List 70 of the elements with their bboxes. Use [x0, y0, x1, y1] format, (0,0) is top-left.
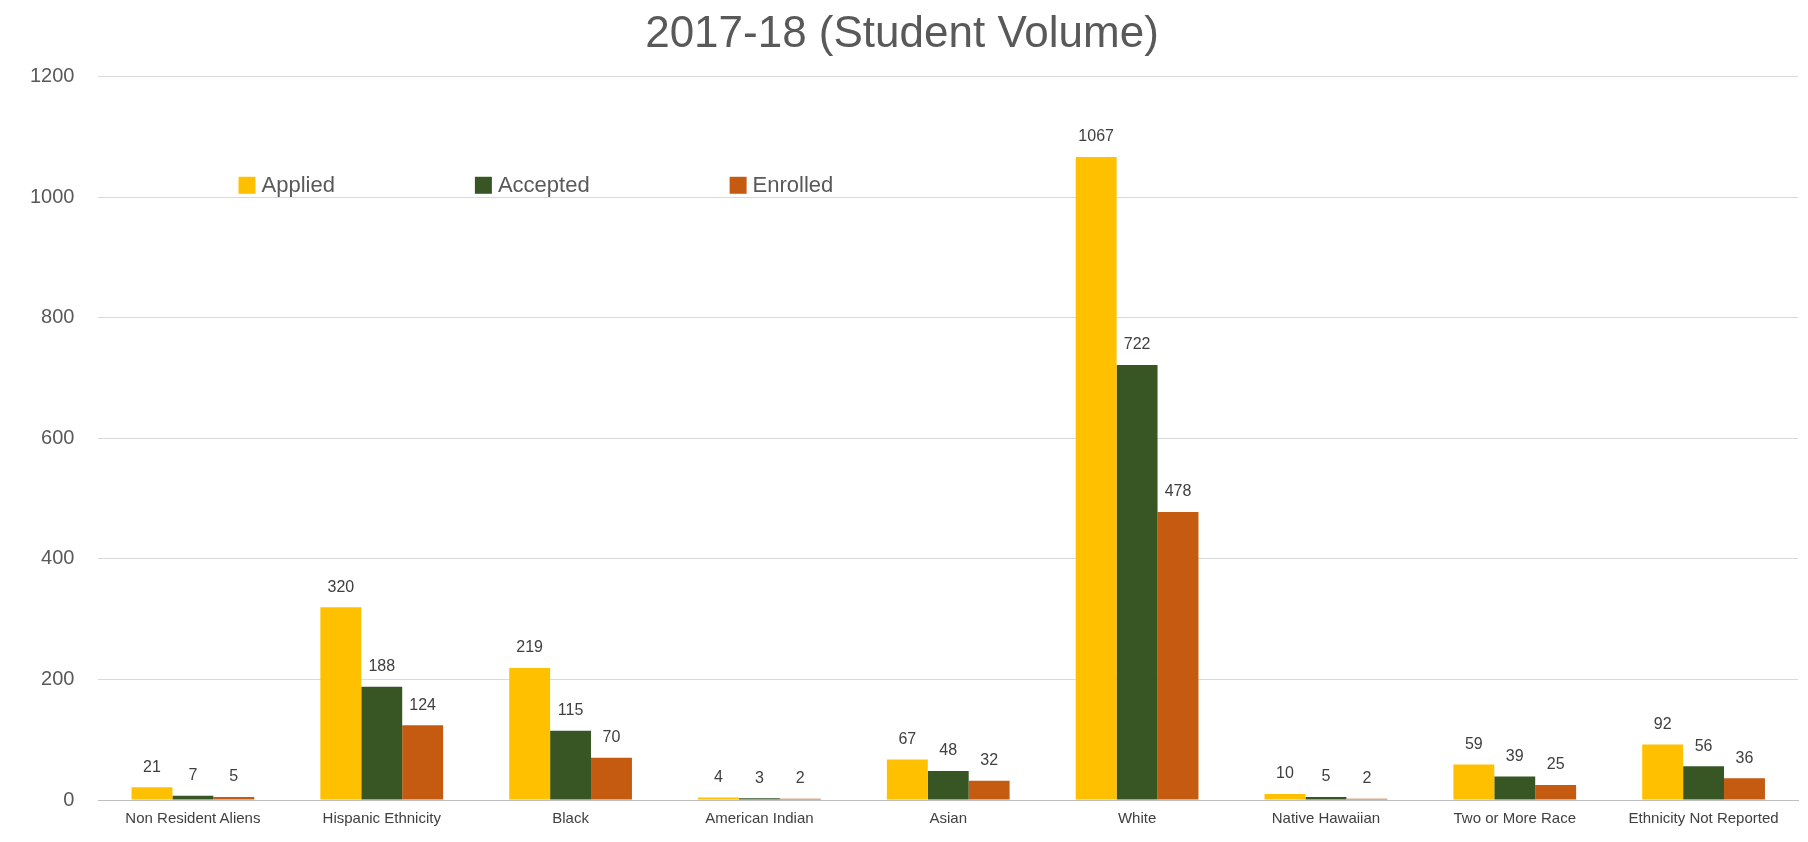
data-label: 92 — [1653, 714, 1672, 732]
data-label: 1067 — [1078, 127, 1115, 145]
data-label: 5 — [1321, 767, 1331, 785]
bar — [1305, 796, 1347, 800]
bar — [1264, 793, 1306, 800]
bar — [172, 795, 214, 800]
data-label: 2 — [1362, 769, 1372, 787]
x-tick-label: Non Resident Aliens — [125, 809, 261, 827]
y-tick-label: 1000 — [29, 184, 75, 207]
x-tick-label: Hispanic Ethnicity — [322, 809, 442, 827]
bar — [1535, 784, 1577, 800]
bar — [1724, 778, 1765, 800]
legend-label: Applied — [261, 172, 335, 198]
bar — [591, 757, 632, 800]
x-tick-label: Native Hawaiian — [1271, 809, 1381, 827]
data-label: 219 — [516, 638, 544, 656]
y-tick-label: 200 — [41, 666, 75, 689]
y-tick-label: 0 — [63, 787, 75, 810]
data-label: 124 — [409, 695, 437, 713]
bar — [131, 787, 173, 800]
data-label: 4 — [714, 768, 724, 785]
data-label: 59 — [1464, 734, 1483, 752]
bar — [1116, 364, 1158, 800]
data-label: 320 — [327, 577, 355, 595]
data-label: 478 — [1164, 482, 1192, 500]
bar — [402, 725, 444, 800]
data-label: 56 — [1694, 736, 1713, 754]
bar — [1075, 156, 1117, 800]
bar — [361, 686, 403, 800]
x-tick-label: Two or More Race — [1453, 809, 1577, 827]
data-label: 36 — [1735, 748, 1754, 766]
x-tick-label: Black — [552, 809, 590, 827]
bar — [320, 607, 362, 800]
data-label: 48 — [939, 741, 958, 759]
y-tick-label: 400 — [41, 546, 75, 569]
data-label: 32 — [980, 751, 999, 769]
bar — [1157, 511, 1199, 800]
data-label: 722 — [1123, 335, 1151, 353]
data-label: 70 — [602, 728, 621, 746]
bar — [927, 771, 969, 800]
x-tick-label: White — [1117, 809, 1157, 827]
y-tick-label: 600 — [41, 425, 75, 448]
x-tick-label: American Indian — [705, 809, 814, 827]
bar — [509, 668, 551, 800]
data-label: 3 — [754, 768, 764, 786]
bar — [1642, 744, 1684, 800]
data-label: 115 — [557, 701, 584, 719]
legend-label: Accepted — [497, 172, 590, 198]
bar — [1453, 764, 1495, 800]
data-label: 39 — [1505, 746, 1524, 764]
bar — [213, 796, 255, 800]
data-label: 2 — [795, 769, 805, 787]
x-tick-label: Ethnicity Not Reported — [1628, 809, 1779, 827]
data-label: 188 — [368, 657, 396, 675]
y-tick-label: 800 — [41, 305, 75, 328]
data-label: 5 — [229, 767, 239, 785]
data-label: 25 — [1546, 755, 1565, 773]
y-tick-label: 1200 — [29, 64, 75, 87]
bar — [886, 759, 928, 800]
chart-title: 2017-18 (Student Volume) — [645, 6, 1159, 56]
data-label: 21 — [143, 757, 161, 775]
data-label: 7 — [188, 766, 198, 784]
x-tick-label: Asian — [929, 809, 968, 827]
bar — [968, 780, 1010, 800]
data-label: 67 — [898, 730, 917, 748]
data-label: 10 — [1276, 764, 1294, 782]
bar — [1683, 766, 1725, 800]
bar — [550, 730, 592, 800]
legend-label: Enrolled — [752, 172, 834, 198]
bar — [1494, 776, 1536, 800]
